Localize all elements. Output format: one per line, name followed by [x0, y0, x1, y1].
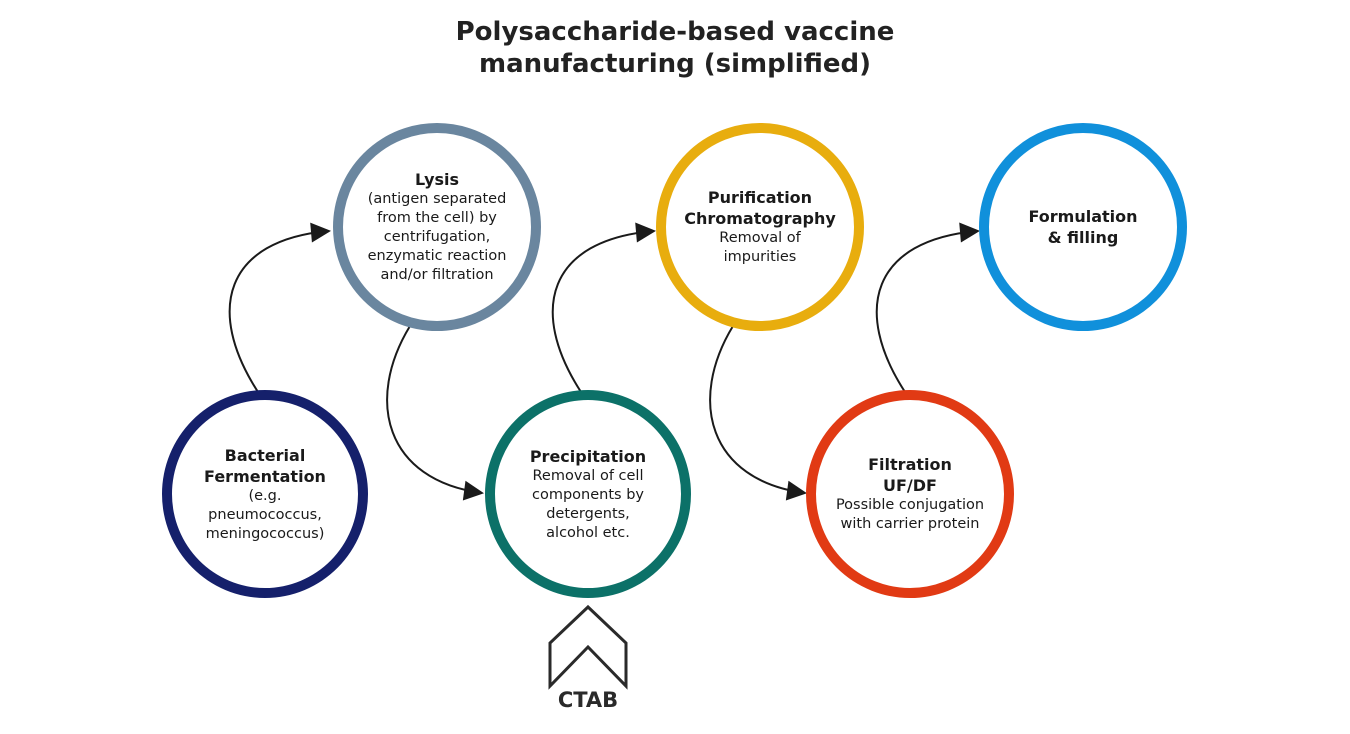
step-filtration: Filtration UF/DF Possible conjugation wi… [806, 390, 1014, 598]
step-title: Lysis [414, 170, 460, 189]
step-precipitation: Precipitation Removal of cell components… [485, 390, 691, 598]
title-line-2: manufacturing (simplified) [479, 49, 871, 79]
step-description: Possible conjugation with carrier protei… [835, 497, 985, 532]
arrow-fermentation-to-lysis [228, 222, 331, 393]
arrow-lysis-to-precipitation [386, 325, 484, 501]
step-description: (e.g. pneumococcus, meningococcus) [205, 487, 325, 542]
step-description: (antigen separated from the cell) by cen… [367, 191, 507, 283]
ctab-label: CTAB [557, 688, 619, 712]
step-description: Removal of impurities [719, 230, 801, 265]
arrow-filtration-to-formulation [875, 222, 980, 393]
page-title: Polysaccharide-based vaccine manufacturi… [0, 16, 1350, 80]
step-title: Purification Chromatography [684, 188, 836, 228]
step-bacterial-fermentation: Bacterial Fermentation (e.g. pneumococcu… [162, 390, 368, 598]
title-line-1: Polysaccharide-based vaccine [455, 17, 895, 47]
step-title: Bacterial Fermentation [204, 445, 326, 486]
arrow-precipitation-to-purification [551, 222, 656, 393]
step-formulation-filling: Formulation & filling [979, 123, 1187, 331]
step-title: Formulation & filling [1028, 207, 1138, 247]
chevron-up-icon [548, 604, 628, 690]
step-title: Filtration UF/DF [868, 455, 952, 495]
step-purification-chromatography: Purification Chromatography Removal of i… [656, 123, 864, 331]
arrow-purification-to-filtration [709, 325, 807, 501]
step-lysis: Lysis (antigen separated from the cell) … [333, 123, 541, 331]
step-description: Removal of cell components by detergents… [532, 467, 644, 541]
step-title: Precipitation [529, 446, 647, 466]
